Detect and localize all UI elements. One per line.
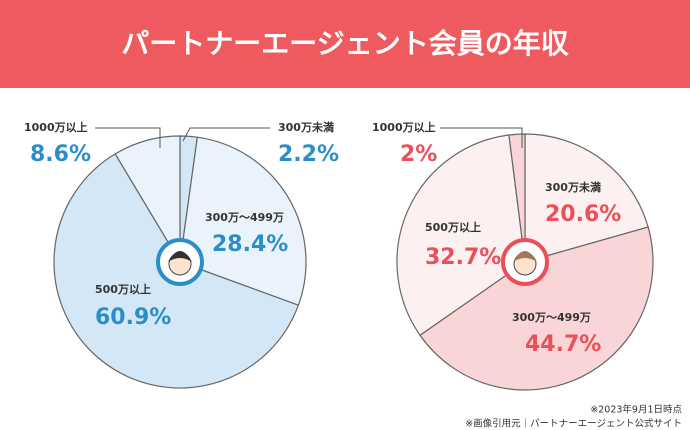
category-label: 300万～499万	[512, 311, 591, 324]
leader-line	[95, 127, 161, 148]
note: ※画像引用元｜パートナーエージェント公式サイト	[465, 418, 682, 430]
title: パートナーエージェント会員の年収	[121, 27, 569, 60]
pie-slice	[114, 135, 181, 265]
pie-slice	[179, 136, 307, 306]
value-label: 60.9%	[95, 305, 171, 330]
value-label: 8.6%	[30, 142, 91, 167]
leader-line	[440, 127, 523, 148]
value-label: 20.6%	[545, 202, 621, 227]
pie-slice	[419, 226, 654, 391]
category-label: 300万～499万	[205, 211, 284, 224]
category-label: 1000万以上	[24, 120, 88, 134]
category-label: 1000万以上	[372, 120, 436, 134]
category-label: 300万未満	[278, 120, 334, 134]
center-icon-hair	[168, 251, 192, 262]
category-label: 500万以上	[95, 282, 151, 296]
category-label: 500万以上	[425, 220, 481, 234]
value-label: 32.7%	[425, 245, 501, 270]
pie-slice	[524, 133, 649, 263]
pie-slice	[396, 134, 526, 337]
value-label: 28.4%	[212, 232, 288, 257]
note: ※2023年9月1日時点	[590, 404, 682, 416]
value-label: 44.7%	[525, 332, 601, 357]
center-icon-hair	[513, 251, 537, 262]
value-label: 2%	[400, 142, 437, 167]
charts: 300万未満 2.2% 300万～499万 28.4% 500万以上 60.9% 1000万…	[24, 120, 654, 391]
title-banner	[0, 0, 690, 88]
pie-slice	[508, 133, 526, 263]
leader-line	[182, 127, 270, 142]
value-label: 2.2%	[278, 142, 339, 167]
category-label: 300万未満	[545, 180, 601, 194]
